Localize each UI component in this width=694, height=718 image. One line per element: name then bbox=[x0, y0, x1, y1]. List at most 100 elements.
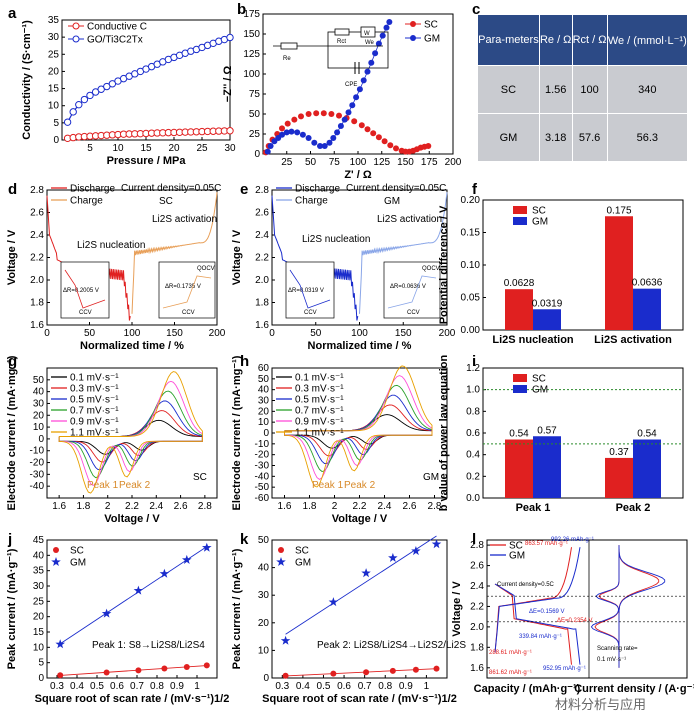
peak-label: Peak 1 bbox=[312, 480, 344, 491]
y-tick-label: 1.6 bbox=[255, 320, 269, 331]
y-tick-label: 40 bbox=[33, 387, 45, 398]
peak-label: Peak 2 bbox=[344, 480, 376, 491]
data-point bbox=[280, 635, 291, 645]
legend-marker bbox=[410, 21, 416, 27]
inset-curve bbox=[387, 275, 437, 309]
capacity-label: 992.26 mAh·g⁻¹ bbox=[551, 537, 594, 543]
y-axis-title: Peak current / (mA·g⁻¹) bbox=[231, 548, 243, 669]
capacity-label: 861.62 mAh·g⁻¹ bbox=[489, 670, 532, 676]
x-tick-label: 200 bbox=[209, 328, 226, 339]
data-point bbox=[389, 667, 396, 674]
x-tick-label: 0.6 bbox=[110, 681, 124, 692]
y-tick-label: 2.2 bbox=[470, 601, 484, 612]
x-tick-label: 2.2 bbox=[353, 501, 367, 512]
y-tick-label: 40 bbox=[33, 550, 45, 561]
y-tick-label: 1.0 bbox=[466, 385, 480, 396]
y-tick-label: 2.4 bbox=[470, 581, 484, 592]
y-tick-label: 1.6 bbox=[470, 663, 484, 674]
legend-label: 0.5 mV·s⁻¹ bbox=[70, 395, 119, 406]
y-tick-label: 0.10 bbox=[461, 260, 481, 271]
x-axis-title: Voltage / V bbox=[104, 513, 160, 525]
y-tick-label: 25 bbox=[249, 129, 261, 140]
data-point bbox=[57, 672, 64, 679]
legend-label: GM bbox=[532, 385, 548, 396]
series-line bbox=[67, 36, 231, 123]
chart-e: 0 50 100 150 200 1.6 1.8 2.0 2.2 2.4 2.6 2.8 Normali… bbox=[231, 183, 456, 352]
y-tick-label: 20 bbox=[258, 618, 270, 629]
table-cell: 57.6 bbox=[571, 113, 608, 162]
y-tick-label: 40 bbox=[258, 563, 270, 574]
data-point bbox=[361, 568, 371, 578]
data-point bbox=[69, 108, 77, 116]
legend-label: Discharge bbox=[70, 184, 115, 195]
y-tick-label: 75 bbox=[249, 89, 261, 100]
resistor-rct bbox=[334, 28, 350, 36]
x-tick-label: 0 bbox=[44, 328, 50, 339]
bar bbox=[533, 309, 561, 330]
data-point bbox=[264, 148, 271, 155]
legend-label: Charge bbox=[70, 196, 103, 207]
x-tick-label: 2.6 bbox=[403, 501, 417, 512]
x-tick-label: 150 bbox=[166, 328, 183, 339]
panel-letter-h: h bbox=[240, 353, 249, 370]
chart-g: 1.6 1.8 2 2.2 2.4 2.6 2.8 -40-30-20-10010203040… bbox=[6, 355, 218, 525]
data-point bbox=[425, 143, 432, 149]
resistor-re bbox=[280, 42, 298, 50]
x-axis-title-right: Current density / (A·g⁻¹) bbox=[574, 683, 694, 695]
data-point bbox=[336, 112, 342, 119]
y-tick-label: 50 bbox=[258, 374, 270, 385]
x-tick-label: 0.9 bbox=[399, 681, 413, 692]
legend-label: Conductive C bbox=[87, 22, 147, 33]
x-tick-label: 0.3 bbox=[275, 681, 289, 692]
panel-letter-f: f bbox=[472, 181, 478, 198]
x-tick-label: 5 bbox=[87, 143, 93, 154]
panel-letter-b: b bbox=[237, 1, 246, 18]
data-point bbox=[375, 134, 382, 141]
capacity-label: 863.57 mAh·g⁻¹ bbox=[525, 541, 568, 547]
x-tick-label: 150 bbox=[397, 157, 414, 168]
data-point bbox=[279, 125, 285, 132]
y-tick-label: -40 bbox=[255, 471, 270, 482]
y-tick-label: 2.8 bbox=[30, 185, 44, 196]
y-axis-title: Conductivity / (S·cm⁻¹) bbox=[21, 20, 33, 140]
sample-label: SC bbox=[193, 472, 207, 483]
bar-value-label: 0.54 bbox=[509, 429, 529, 440]
legend-label: 0.1 mV·s⁻¹ bbox=[295, 373, 344, 384]
y-axis-title: Voltage / V bbox=[6, 229, 18, 285]
x-tick-label: 30 bbox=[224, 143, 236, 154]
chart-b: 25 50 75 100 125 150 175 200 0 25 50 75 100 125 150 175… bbox=[222, 9, 462, 181]
y-tick-label: 1.2 bbox=[466, 363, 480, 374]
chart-j: 0.3 0.4 0.5 0.6 0.7 0.8 0.9 1051015202530354045… bbox=[6, 535, 229, 705]
x-tick-label: 1.6 bbox=[278, 501, 292, 512]
x-tick-label: 0 bbox=[269, 328, 275, 339]
table-header-cell: We / (mmol·L⁻¹) bbox=[606, 14, 689, 66]
data-point bbox=[202, 542, 212, 552]
y-tick-label: 10 bbox=[33, 422, 45, 433]
sample-label: GM bbox=[423, 472, 439, 483]
inset-frame bbox=[158, 261, 216, 319]
table-row: GM 3.18 57.6 56.3 bbox=[477, 113, 689, 162]
y-axis-title: −Z'' / Ω bbox=[222, 66, 234, 103]
bar bbox=[533, 436, 561, 498]
y-tick-label: 30 bbox=[33, 581, 45, 592]
legend-label: SC bbox=[424, 20, 438, 31]
table-cell: SC bbox=[477, 65, 540, 114]
equivalent-circuit: Re Rct W We CPE bbox=[273, 26, 389, 88]
x-tick-label: 0.4 bbox=[70, 681, 84, 692]
y-tick-label: 10 bbox=[48, 101, 60, 112]
annotation-nucleation: Li2S nucleation bbox=[302, 234, 370, 245]
capacity-label: 288.61 mAh·g⁻¹ bbox=[489, 650, 532, 656]
table-header-cell: Rct / Ω bbox=[571, 14, 608, 66]
data-point bbox=[226, 127, 234, 135]
legend-label: 0.3 mV·s⁻¹ bbox=[295, 384, 344, 395]
legend-label: 1.1 mV·s⁻¹ bbox=[295, 428, 344, 439]
legend-label: 0.9 mV·s⁻¹ bbox=[295, 417, 344, 428]
reaction-annotation: Peak 2: Li2S8/Li2S4→Li2S2/Li2S bbox=[317, 640, 466, 651]
y-tick-label: 0.8 bbox=[466, 406, 480, 417]
data-point bbox=[86, 91, 94, 100]
bar-value-label: 0.0636 bbox=[632, 278, 663, 289]
chart-d: 0 50 100 150 200 1.6 1.8 2.0 2.2 2.4 2.6 2.8 Normali… bbox=[6, 183, 226, 352]
data-point bbox=[328, 597, 339, 607]
data-point bbox=[80, 95, 89, 104]
legend-label: 0.7 mV·s⁻¹ bbox=[70, 406, 119, 417]
